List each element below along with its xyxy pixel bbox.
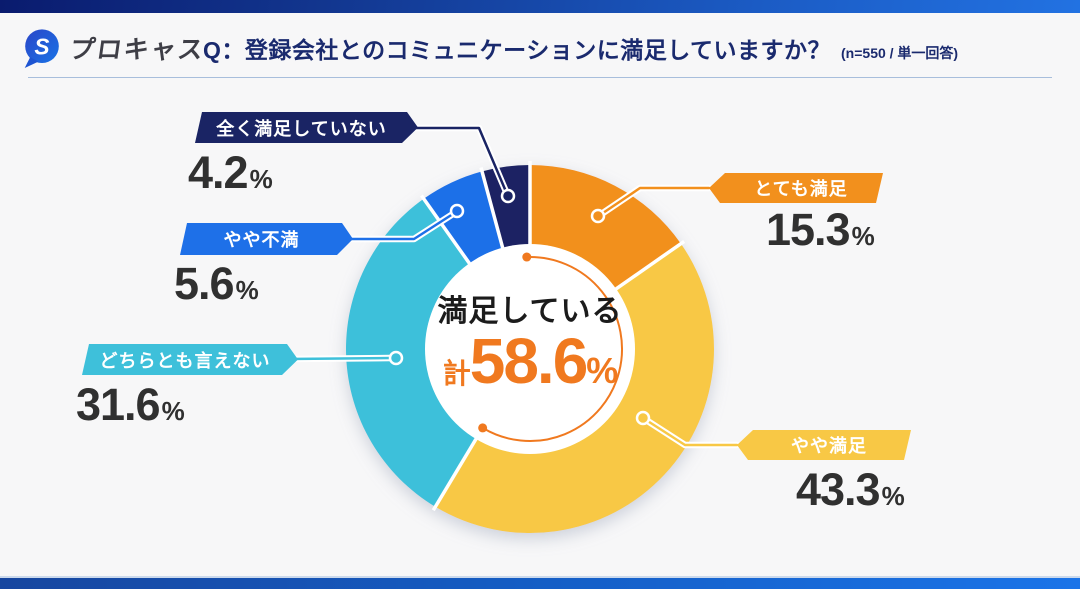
donut-center-total: 満足している 計58.6%	[370, 295, 690, 410]
callout-badge-somewhat-dissatisfied: やや不満	[180, 223, 353, 255]
page-title: Q：登録会社とのコミュニケーションに満足していますか？ (n=550 / 単一回…	[203, 31, 958, 65]
logo-text: プロキャス	[67, 36, 207, 64]
callout-badge-neither: どちらとも言えない	[82, 344, 298, 375]
badge-label: やや満足	[791, 436, 867, 456]
svg-text:S: S	[34, 33, 49, 59]
value-not-satisfied-at-all: 4.2%	[188, 147, 273, 198]
procas-logo-icon: S	[24, 29, 59, 68]
badge-label: 全く満足していない	[216, 118, 387, 139]
callout-badge-not-satisfied-at-all: 全く満足していない	[195, 112, 418, 143]
center-total-label: 満足している	[437, 295, 623, 328]
top-accent-bar	[0, 0, 1080, 13]
value-somewhat-satisfied: 43.3%	[796, 464, 905, 515]
sample-size-note: (n=550 / 単一回答)	[841, 45, 959, 61]
value-very-satisfied: 15.3%	[766, 204, 875, 255]
badge-label: やや不満	[223, 230, 300, 250]
callout-badge-somewhat-satisfied: やや満足	[737, 430, 911, 460]
header-divider	[28, 77, 1052, 78]
logo: S プロキャス	[22, 27, 207, 69]
question-text: Q：登録会社とのコミュニケーションに満足していますか？	[203, 37, 832, 63]
badge-label: とても満足	[754, 179, 848, 199]
value-somewhat-dissatisfied: 5.6%	[174, 258, 259, 309]
center-total-value: 計58.6%	[442, 325, 619, 397]
callout-badge-very-satisfied: とても満足	[709, 173, 883, 203]
badge-label: どちらとも言えない	[99, 350, 271, 371]
bottom-accent-bar	[0, 576, 1080, 589]
value-neither: 31.6%	[76, 379, 185, 430]
